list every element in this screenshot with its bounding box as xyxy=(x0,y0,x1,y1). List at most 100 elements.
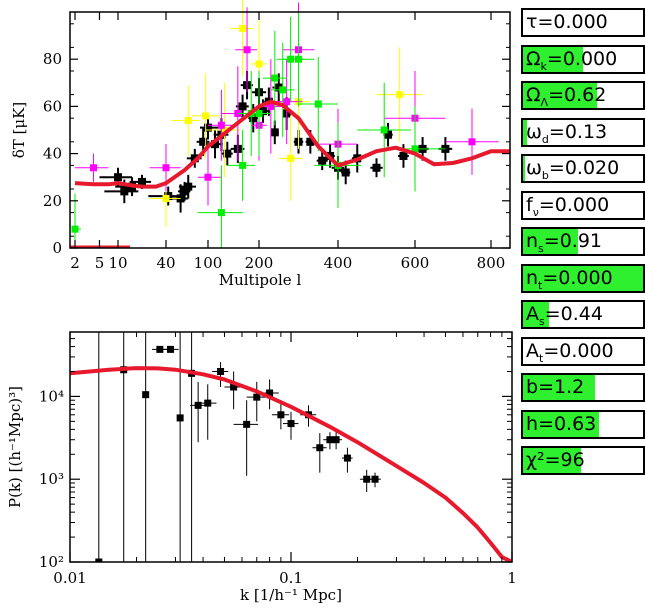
cosmological-parameters-panel: τ=0.000 Ωk=0.000 ΩΛ=0.62 ωd=0.13 ωb=0.020 fν=… xyxy=(521,8,645,483)
param-subscript: k xyxy=(540,59,547,73)
cmb-y-tick-label: 0 xyxy=(52,239,62,257)
param-subscript: t xyxy=(538,278,543,292)
cmb-data-point xyxy=(75,153,109,182)
param-box: ΩΛ=0.62 xyxy=(521,81,645,110)
pk-marker xyxy=(176,414,184,422)
param-label: b=1.2 xyxy=(523,375,643,400)
pk-y-tick-label: 10⁴ xyxy=(39,387,64,405)
param-box: χ²=96 xyxy=(521,446,645,475)
pk-y-axis-label: P(k) [(h⁻¹Mpc)³] xyxy=(6,386,24,508)
cmb-power-spectrum-chart: 0 20 40 60 80 2 5 10 40 100 200 400 600 800 Multipole … xyxy=(10,0,511,289)
cmb-data-point xyxy=(227,130,256,201)
cmb-marker xyxy=(217,121,225,129)
param-label: ns=0.91 xyxy=(523,229,643,254)
cmb-marker xyxy=(71,225,79,233)
param-subscript: t xyxy=(539,351,544,365)
param-label: fν=0.000 xyxy=(523,193,643,218)
pk-data-point xyxy=(246,381,266,422)
cmb-x-tick-label: 800 xyxy=(477,254,506,272)
param-box: At=0.000 xyxy=(521,336,645,366)
pk-marker xyxy=(266,389,274,397)
pk-x-tick-label: 1 xyxy=(507,569,515,587)
cmb-data-point xyxy=(200,115,219,140)
param-value: =1.2 xyxy=(538,376,585,398)
cmb-marker xyxy=(120,187,129,196)
param-subscript: d xyxy=(541,132,549,146)
param-level-bar xyxy=(523,119,527,145)
pk-data-point xyxy=(95,332,103,562)
cmb-y-tick-label: 40 xyxy=(43,145,62,163)
pk-model-curve xyxy=(70,366,512,562)
cmb-marker xyxy=(270,128,279,137)
pk-marker xyxy=(363,475,371,483)
param-label: h=0.63 xyxy=(523,412,643,437)
cmb-data-point xyxy=(445,108,499,175)
cmb-x-axis-label: Multipole l xyxy=(219,271,302,289)
cmb-data-point xyxy=(71,193,81,248)
pk-data-layer xyxy=(70,332,512,562)
pk-marker xyxy=(253,393,261,401)
cmb-marker xyxy=(279,86,287,94)
cmb-marker xyxy=(180,187,189,196)
param-level-bar xyxy=(523,411,599,437)
param-value: =0.000 xyxy=(543,339,614,362)
param-value: =0.63 xyxy=(538,412,597,435)
param-label: Ωk=0.000 xyxy=(523,47,643,73)
cmb-data-point xyxy=(149,170,181,227)
param-value: =0.13 xyxy=(548,120,608,143)
cmb-marker xyxy=(220,126,228,134)
pk-data-point xyxy=(224,371,242,410)
param-subscript: Λ xyxy=(540,95,549,109)
param-level-bar xyxy=(523,156,526,181)
param-symbol: f xyxy=(526,193,533,216)
pk-data-point xyxy=(176,332,184,562)
cmb-y-tick-label: 20 xyxy=(43,192,62,210)
pk-x-axis-label: k [1/h⁻¹ Mpc] xyxy=(240,586,342,604)
cmb-axes: 0 20 40 60 80 2 5 10 40 100 200 400 600 800 Multipole … xyxy=(10,11,511,289)
pk-data-point xyxy=(359,469,374,493)
pk-data-point xyxy=(163,345,179,353)
param-value: =0.44 xyxy=(544,303,603,325)
param-box: b=1.2 xyxy=(521,373,645,402)
cmb-marker xyxy=(114,173,122,182)
pk-data-point xyxy=(198,384,217,440)
cmb-marker xyxy=(204,123,212,132)
cmb-marker xyxy=(380,126,388,134)
cmb-marker xyxy=(468,138,476,146)
pk-marker xyxy=(243,420,251,428)
cmb-marker xyxy=(238,102,247,111)
pk-marker xyxy=(167,345,175,353)
cmb-marker xyxy=(184,117,192,125)
cmb-marker xyxy=(199,137,208,146)
param-symbol: A xyxy=(526,303,539,325)
pk-x-tick-label: 0.01 xyxy=(53,569,86,587)
pk-marker xyxy=(371,475,379,483)
cmb-marker xyxy=(90,164,98,172)
param-level-bar xyxy=(523,229,579,254)
param-symbol: A xyxy=(526,339,539,362)
cmb-marker xyxy=(399,151,408,160)
matter-power-spectrum-chart: 0.01 0.1 1 10² 10³ 10⁴ k [1/h⁻¹ Mpc] P(k) [(h⁻¹… xyxy=(6,331,515,604)
cmb-data-point xyxy=(282,12,315,107)
cmb-marker xyxy=(287,154,295,162)
pk-marker xyxy=(316,444,324,452)
cmb-x-tick-label: 10 xyxy=(108,254,127,272)
param-level-bar xyxy=(523,448,581,473)
cmb-plot-frame xyxy=(69,11,511,249)
cmb-marker xyxy=(239,161,247,169)
param-box: nt=0.000 xyxy=(521,263,645,293)
pk-data-point xyxy=(188,332,196,562)
cmb-marker xyxy=(204,173,212,181)
pk-data-point xyxy=(282,411,299,440)
cmb-marker xyxy=(223,149,232,158)
cmb-marker xyxy=(239,25,247,33)
cmb-marker xyxy=(267,102,275,110)
cmb-marker xyxy=(411,145,419,153)
cmb-data-point xyxy=(205,82,241,178)
cmb-marker xyxy=(202,112,210,120)
cmb-x-tick-label: 600 xyxy=(401,254,430,272)
param-box: τ=0.000 xyxy=(521,8,645,37)
cmb-x-tick-label: 5 xyxy=(95,254,105,272)
cmb-marker xyxy=(372,163,381,172)
cmb-data-point xyxy=(191,73,222,159)
